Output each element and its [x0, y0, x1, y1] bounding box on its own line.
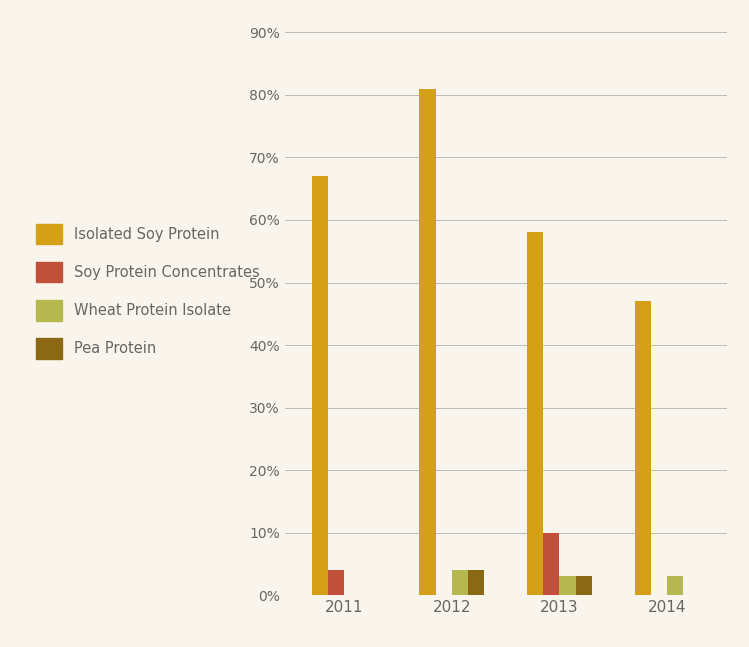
Legend: Isolated Soy Protein, Soy Protein Concentrates, Wheat Protein Isolate, Pea Prote: Isolated Soy Protein, Soy Protein Concen… [36, 224, 259, 358]
Bar [543, 532, 560, 595]
Bar [635, 302, 651, 595]
Bar [667, 576, 683, 595]
Bar [468, 570, 484, 595]
Bar [419, 89, 435, 595]
Bar [452, 570, 468, 595]
Bar [527, 232, 543, 595]
Bar [576, 576, 592, 595]
Bar [328, 570, 344, 595]
Bar [312, 176, 328, 595]
Bar [560, 576, 576, 595]
